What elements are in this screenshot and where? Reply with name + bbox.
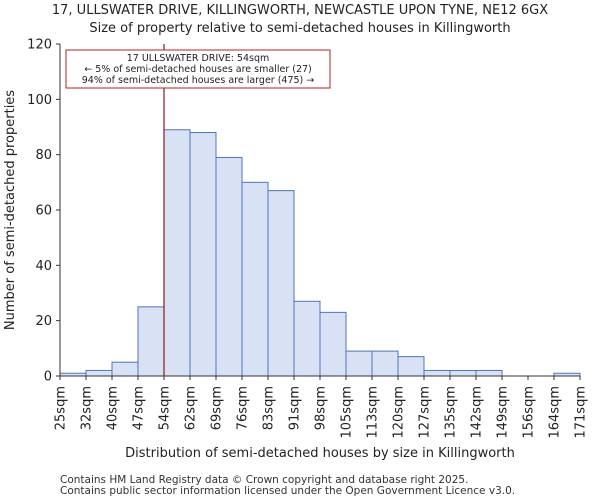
x-tick-label: 40sqm xyxy=(106,386,121,430)
bar-113sqm xyxy=(371,350,399,377)
bar-32sqm xyxy=(85,369,113,377)
bar-120sqm xyxy=(397,356,425,377)
y-axis-title: Number of semi-detached properties xyxy=(3,90,18,330)
bar-98sqm xyxy=(319,311,347,377)
bar-69sqm xyxy=(215,156,243,377)
y-tick-label: 100 xyxy=(27,93,52,108)
y-tick-label: 0 xyxy=(44,370,52,385)
x-tick-label: 171sqm xyxy=(574,386,589,439)
bar-142sqm xyxy=(475,369,503,377)
x-tick-label: 105sqm xyxy=(340,386,355,439)
chart-subtitle: Size of property relative to semi-detach… xyxy=(89,21,511,36)
bar-40sqm xyxy=(111,361,139,377)
x-axis-title: Distribution of semi-detached houses by … xyxy=(125,446,515,461)
x-tick-label: 25sqm xyxy=(54,386,69,430)
y-tick-label: 80 xyxy=(35,148,52,163)
annotation-box xyxy=(65,49,331,89)
x-tick-label: 76sqm xyxy=(236,386,251,430)
x-tick-label: 62sqm xyxy=(184,386,199,430)
footer-licence: Contains public sector information licen… xyxy=(60,485,516,497)
x-tick-label: 120sqm xyxy=(392,386,407,439)
annotation-line: ← 5% of semi-detached houses are smaller… xyxy=(84,64,312,75)
x-tick-label: 91sqm xyxy=(288,386,303,430)
x-tick-label: 83sqm xyxy=(262,386,277,430)
x-tick-label: 54sqm xyxy=(158,386,173,430)
bar-54sqm xyxy=(163,129,191,377)
x-tick-label: 127sqm xyxy=(418,386,433,439)
x-tick-label: 142sqm xyxy=(470,386,485,439)
bar-105sqm xyxy=(345,350,373,377)
x-tick-label: 47sqm xyxy=(132,386,147,430)
y-tick-label: 20 xyxy=(35,314,52,329)
footer-copyright: Contains HM Land Registry data © Crown c… xyxy=(60,474,469,486)
x-tick-label: 135sqm xyxy=(444,386,459,439)
bar-83sqm xyxy=(267,190,295,377)
x-tick-label: 149sqm xyxy=(496,386,511,439)
chart-title: 17, ULLSWATER DRIVE, KILLINGWORTH, NEWCA… xyxy=(51,3,549,18)
x-tick-label: 164sqm xyxy=(548,386,563,439)
bar-127sqm xyxy=(423,369,451,377)
bar-47sqm xyxy=(137,306,165,377)
x-tick-label: 156sqm xyxy=(522,386,537,439)
x-tick-label: 113sqm xyxy=(366,386,381,439)
x-tick-label: 32sqm xyxy=(80,386,95,430)
y-tick-label: 60 xyxy=(35,204,52,219)
bar-135sqm xyxy=(449,369,477,377)
bar-62sqm xyxy=(189,132,217,377)
y-tick-label: 40 xyxy=(35,259,52,274)
annotation-line: 94% of semi-detached houses are larger (… xyxy=(82,75,315,86)
annotation-line: 17 ULLSWATER DRIVE: 54sqm xyxy=(127,53,270,64)
bar-91sqm xyxy=(293,300,321,377)
y-tick-label: 120 xyxy=(27,38,52,53)
x-tick-label: 98sqm xyxy=(314,386,329,430)
bar-76sqm xyxy=(241,181,269,377)
x-tick-label: 69sqm xyxy=(210,386,225,430)
